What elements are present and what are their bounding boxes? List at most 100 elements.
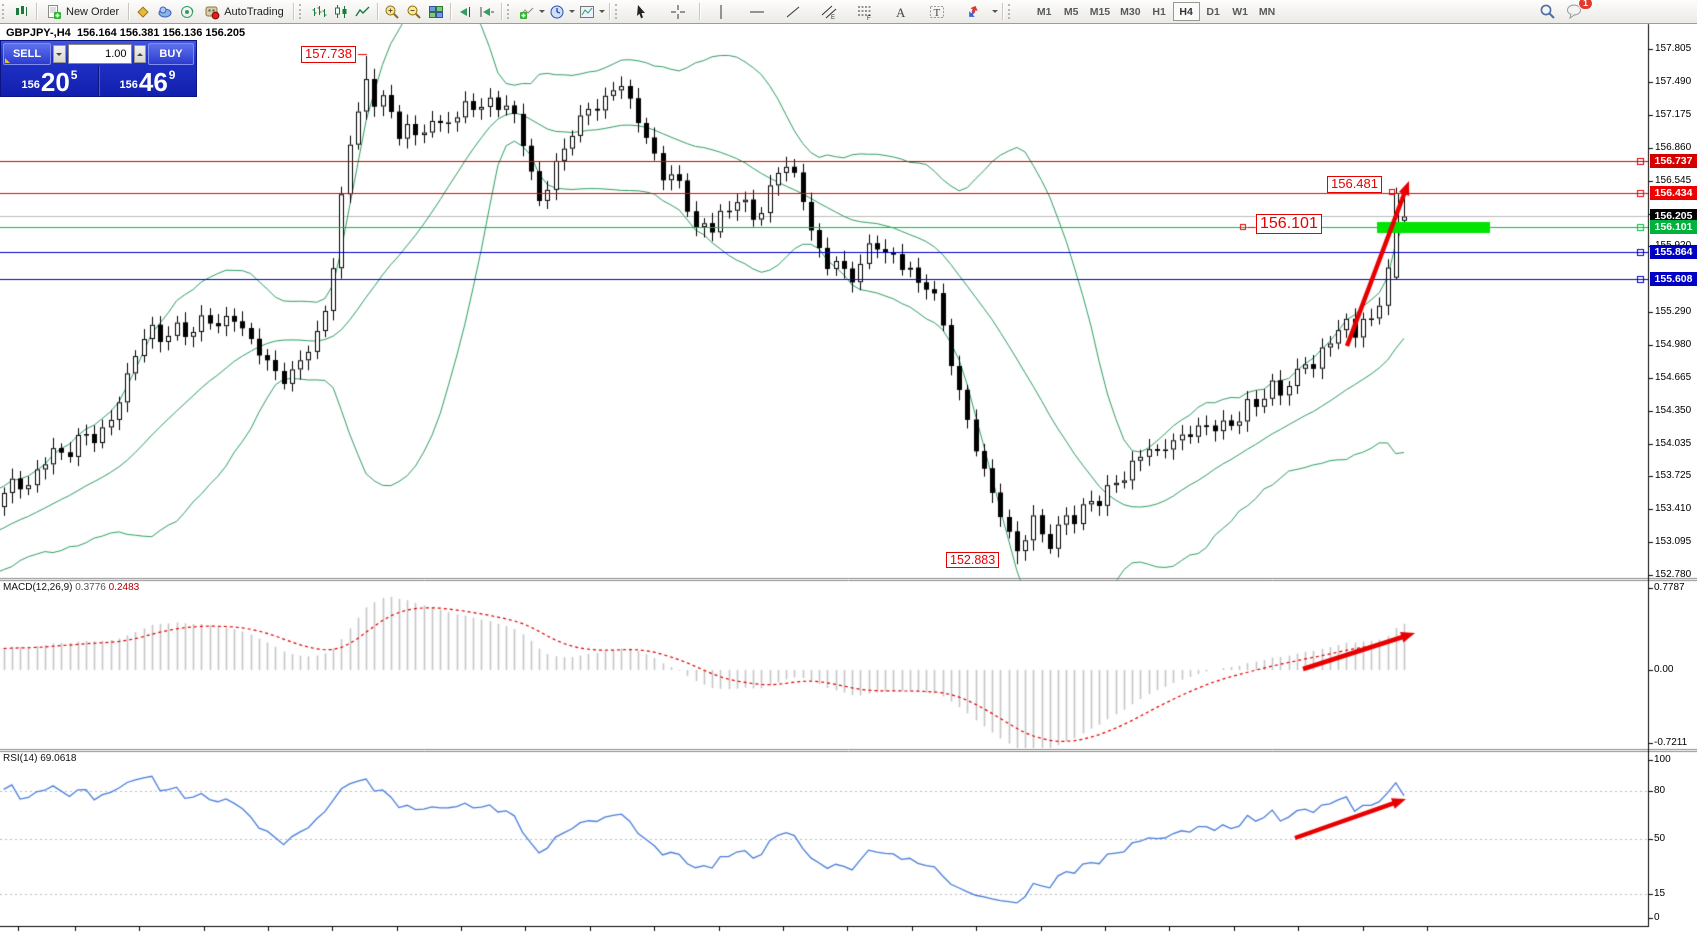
toolbar-grip[interactable] (614, 4, 622, 19)
chart-ohlc-values: 156.164 156.381 156.136 156.205 (76, 27, 246, 39)
templates-dropdown-caret[interactable] (598, 10, 605, 16)
autotrading-icon (205, 6, 220, 19)
rsi-axis-tick: 0 (1654, 912, 1660, 923)
chart-annotation-label[interactable]: 156.481 (1327, 176, 1382, 193)
text-icon[interactable]: A (890, 2, 912, 22)
timeframe-button-H4[interactable]: H4 (1172, 2, 1200, 21)
candlestick-chart-icon[interactable] (330, 2, 352, 22)
search-icon[interactable] (1536, 1, 1558, 21)
price-axis-tick: 154.350 (1655, 405, 1692, 416)
volume-decrease-button[interactable] (53, 45, 66, 63)
timeframe-button-M1[interactable]: M1 (1031, 2, 1058, 21)
indicators-dropdown-caret[interactable] (538, 10, 545, 16)
bar-chart-icon[interactable] (308, 2, 330, 22)
sell-price[interactable]: 156 20 5 (21, 67, 78, 97)
rsi-axis-tick: 50 (1654, 833, 1666, 844)
price-axis-tick: 156.545 (1655, 175, 1692, 186)
separator (608, 3, 610, 20)
buy-price[interactable]: 156 46 9 (119, 67, 176, 97)
volume-input[interactable] (67, 44, 132, 64)
price-axis-badge: 156.737 (1650, 154, 1697, 168)
cursor-icon[interactable] (631, 2, 653, 22)
price-axis-badge: 155.608 (1650, 272, 1697, 286)
separator (36, 3, 37, 20)
price-axis-tick: 154.980 (1655, 339, 1692, 350)
macd-label: MACD(12,26,9) 0.3776 0.2483 (3, 582, 140, 593)
chart-window-icon[interactable] (11, 2, 33, 22)
timeframe-button-W1[interactable]: W1 (1227, 2, 1254, 21)
separator (128, 3, 130, 20)
price-axis-tick: 152.780 (1655, 569, 1692, 580)
indicators-icon[interactable] (516, 2, 538, 22)
crosshair-icon[interactable] (667, 2, 689, 22)
toolbar-grip[interactable] (2, 4, 9, 19)
toolbar-grip[interactable] (298, 4, 306, 19)
arrows-dropdown-caret[interactable] (991, 10, 998, 16)
zoom-in-icon[interactable] (381, 2, 403, 22)
toolbar-grip[interactable] (506, 4, 514, 19)
zoom-out-icon[interactable] (403, 2, 425, 22)
fibonacci-icon[interactable]: F (854, 2, 876, 22)
chart-annotation-label[interactable]: 156.101 (1256, 214, 1322, 234)
timeframe-button-M15[interactable]: M15 (1085, 2, 1115, 21)
sell-button[interactable]: SELL (3, 43, 51, 65)
price-axis-tick: 157.805 (1655, 43, 1692, 54)
new-order-button[interactable]: New Order (40, 2, 125, 22)
toolbar-grip[interactable] (1007, 4, 1015, 19)
svg-text:F: F (867, 16, 871, 20)
one-click-trading-panel: SELL BUY 156 20 5 156 46 9 (0, 40, 197, 97)
price-axis-badge: 155.864 (1650, 245, 1697, 259)
new-order-icon (48, 4, 61, 19)
chart-annotation-label[interactable]: 152.883 (946, 552, 1000, 568)
timeframe-button-MN[interactable]: MN (1254, 2, 1281, 21)
price-axis-badge: 156.434 (1650, 186, 1697, 200)
price-divider (98, 66, 99, 96)
notifications-icon[interactable]: 1 (1564, 0, 1593, 21)
timeframe-button-M30[interactable]: M30 (1115, 2, 1145, 21)
equidistant-channel-icon[interactable]: E (818, 2, 840, 22)
profiles-icon[interactable] (154, 2, 176, 22)
horizontal-line-icon[interactable] (746, 2, 768, 22)
rsi-axis-tick: 100 (1654, 754, 1671, 765)
arrows-icon[interactable] (962, 2, 984, 22)
chart-title: GBPJPY-,H4 156.164 156.381 156.136 156.2… (6, 27, 245, 39)
periods-dropdown-caret[interactable] (568, 10, 575, 16)
svg-text:A: A (896, 5, 906, 20)
one-click-settings-icon[interactable] (5, 58, 10, 63)
strategy-tester-icon[interactable] (176, 2, 198, 22)
new-chart-icon[interactable] (132, 2, 154, 22)
svg-text:T: T (933, 7, 940, 19)
separator (1001, 3, 1003, 20)
price-axis-tick: 153.095 (1655, 536, 1692, 547)
price-axis-tick: 154.665 (1655, 372, 1692, 383)
timeframe-button-H1[interactable]: H1 (1146, 2, 1173, 21)
trendline-icon[interactable] (782, 2, 804, 22)
autotrading-button[interactable]: AutoTrading (198, 2, 290, 22)
text-label-icon[interactable]: T (926, 2, 948, 22)
chart-annotation-label[interactable]: 157.738 (301, 46, 356, 63)
price-axis-tick: 154.035 (1655, 438, 1692, 449)
price-axis-tick: 155.290 (1655, 306, 1692, 317)
vertical-line-icon[interactable] (710, 2, 732, 22)
macd-axis-tick: 0.00 (1654, 664, 1674, 675)
macd-axis-tick: 0.7787 (1654, 582, 1685, 593)
auto-scroll-icon[interactable] (454, 2, 476, 22)
separator (292, 3, 294, 20)
timeframe-button-D1[interactable]: D1 (1200, 2, 1227, 21)
toolbar: New Order AutoTrading (0, 0, 1697, 24)
timeframe-button-M5[interactable]: M5 (1058, 2, 1085, 21)
periods-clock-icon[interactable] (546, 2, 568, 22)
chart-shift-icon[interactable] (476, 2, 498, 22)
price-axis-badge: 156.205 (1650, 209, 1697, 223)
rsi-axis-tick: 15 (1654, 888, 1666, 899)
separator (698, 3, 700, 20)
volume-increase-button[interactable] (133, 45, 146, 63)
price-axis-tick: 157.490 (1655, 76, 1692, 87)
timeframe-bar: M1 M5 M15 M30 H1 H4 D1 W1 MN (1031, 2, 1281, 21)
line-chart-icon[interactable] (352, 2, 374, 22)
price-axis-tick: 153.725 (1655, 470, 1692, 481)
buy-button[interactable]: BUY (148, 43, 194, 65)
tile-windows-icon[interactable] (425, 2, 447, 22)
templates-icon[interactable] (576, 2, 598, 22)
